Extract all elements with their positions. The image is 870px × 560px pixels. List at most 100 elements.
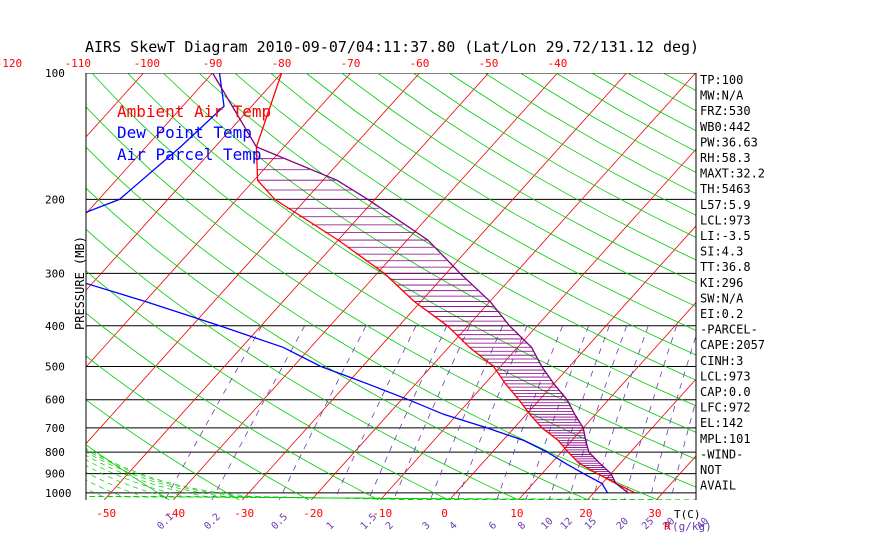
pressure-tick-label: 300 bbox=[45, 267, 65, 280]
dry-adiabat bbox=[770, 73, 870, 500]
pressure-tick-label: 1000 bbox=[45, 487, 72, 500]
bottom-temp-tick-label: 20 bbox=[579, 507, 592, 520]
dry-adiabat bbox=[162, 73, 696, 407]
sounding-series bbox=[86, 73, 636, 494]
index-item: WB0:442 bbox=[700, 120, 751, 134]
pressure-tick-label: 700 bbox=[45, 422, 65, 435]
mixing-axis-unit: (g/kg) bbox=[672, 520, 712, 533]
index-item: CAP:0.0 bbox=[700, 385, 751, 399]
mixing-ratio-line bbox=[592, 325, 649, 500]
dry-adiabat bbox=[662, 73, 696, 92]
index-item: NOT bbox=[700, 463, 722, 477]
mixing-ratio-tick-label: 8 bbox=[516, 520, 528, 532]
index-item: TT:36.8 bbox=[700, 260, 751, 274]
index-item: KI:296 bbox=[700, 276, 743, 290]
isotherm-line bbox=[655, 455, 696, 500]
mixing-ratio-line bbox=[624, 325, 677, 500]
moist-adiabat bbox=[86, 496, 671, 500]
index-item: EI:0.2 bbox=[700, 307, 743, 321]
bottom-temp-tick-label: 30 bbox=[648, 507, 661, 520]
dewpoint-line bbox=[86, 73, 609, 494]
dry-adiabat bbox=[86, 399, 240, 500]
chart-title: AIRS SkewT Diagram 2010-09-07/04:11:37.8… bbox=[85, 38, 699, 56]
dry-adiabat bbox=[806, 73, 870, 500]
index-item: MAXT:32.2 bbox=[700, 167, 765, 181]
isotherm-line bbox=[863, 73, 870, 500]
dry-adiabat bbox=[842, 73, 870, 500]
mixing-ratio-line bbox=[670, 399, 696, 500]
index-item: CAPE:2057 bbox=[700, 338, 765, 352]
legend-ambient: Ambient Air Temp bbox=[117, 102, 271, 121]
index-item: LCL:973 bbox=[700, 369, 751, 383]
isotherm-line bbox=[794, 73, 870, 500]
dry-adiabat bbox=[127, 73, 696, 433]
bottom-temp-tick-label: -30 bbox=[234, 507, 254, 520]
index-item: LFC:972 bbox=[700, 401, 751, 415]
dry-adiabat bbox=[341, 73, 696, 284]
mixing-ratio-tick-label: 12 bbox=[559, 516, 575, 532]
bottom-temp-tick-label: 0 bbox=[441, 507, 448, 520]
mixing-ratio-line bbox=[393, 325, 470, 500]
mixing-ratio-tick-label: 3 bbox=[421, 520, 433, 532]
top-temp-tick-label: -80 bbox=[272, 57, 292, 70]
bottom-axis-unit: T(C) bbox=[674, 508, 701, 521]
mixing-ratio-tick-label: 4 bbox=[448, 520, 460, 532]
mixing-ratio-line bbox=[211, 325, 306, 500]
pressure-tick-label: 600 bbox=[45, 394, 65, 407]
dry-adiabat bbox=[377, 73, 696, 261]
mixing-ratio-line bbox=[333, 325, 417, 500]
mixing-ratio-line bbox=[368, 325, 448, 500]
grid-lines bbox=[0, 73, 870, 500]
dry-adiabat bbox=[86, 270, 449, 500]
isotherm-line bbox=[448, 225, 696, 500]
legend: Ambient Air Temp Dew Point Temp Air Parc… bbox=[117, 102, 271, 164]
isotherm-line bbox=[86, 73, 420, 445]
dry-adiabat bbox=[86, 228, 519, 500]
mixing-ratio-tick-label: 6 bbox=[487, 520, 499, 532]
mixing-ratio-line bbox=[568, 325, 628, 500]
pressure-tick-label: 100 bbox=[45, 67, 65, 80]
isotherm-line bbox=[517, 301, 696, 500]
mixing-ratio-tick-label: 20 bbox=[615, 516, 631, 532]
mixing-axis-symbol: R bbox=[664, 520, 671, 533]
index-item: CINH:3 bbox=[700, 354, 743, 368]
ambient-temp-line bbox=[255, 73, 636, 494]
dry-adiabat bbox=[305, 73, 696, 307]
pressure-tick-label: 500 bbox=[45, 360, 65, 373]
moist-adiabat bbox=[86, 479, 615, 500]
isotherm-line bbox=[86, 73, 282, 291]
moist-adiabat bbox=[86, 496, 696, 500]
index-item: LCL:973 bbox=[700, 213, 751, 227]
index-item: AVAIL bbox=[700, 479, 736, 493]
dry-adiabat bbox=[270, 73, 696, 331]
isotherm-line bbox=[241, 73, 627, 500]
dry-adiabat bbox=[86, 187, 589, 500]
bottom-temp-tick-label: -50 bbox=[96, 507, 116, 520]
index-item: TP:100 bbox=[700, 73, 743, 87]
isotherm-line bbox=[172, 73, 558, 500]
parcel-line bbox=[212, 73, 629, 494]
mixing-ratio-line bbox=[164, 325, 263, 500]
index-item: MPL:101 bbox=[700, 432, 751, 446]
index-item: EL:142 bbox=[700, 416, 743, 430]
dry-adiabat bbox=[86, 106, 696, 488]
isotherm-line bbox=[0, 73, 6, 500]
index-item: -PARCEL- bbox=[700, 323, 758, 337]
dry-adiabat bbox=[86, 146, 659, 500]
isotherm-line bbox=[103, 73, 489, 500]
index-item: TH:5463 bbox=[700, 182, 751, 196]
dry-adiabat bbox=[86, 312, 379, 500]
index-item: SW:N/A bbox=[700, 291, 744, 305]
top-temp-tick-label: -50 bbox=[479, 57, 499, 70]
pressure-tick-label: 800 bbox=[45, 446, 65, 459]
top-temp-tick-label: -70 bbox=[341, 57, 361, 70]
dry-adiabat bbox=[198, 73, 696, 381]
mixing-ratio-tick-label: 10 bbox=[539, 516, 555, 532]
pressure-tick-label: 900 bbox=[45, 468, 65, 481]
index-item: MW:N/A bbox=[700, 89, 744, 103]
index-item: L57:5.9 bbox=[700, 198, 751, 212]
top-temp-tick-label: -120 bbox=[0, 57, 22, 70]
dry-adiabat bbox=[86, 444, 170, 500]
index-item: LI:-3.5 bbox=[700, 229, 751, 243]
